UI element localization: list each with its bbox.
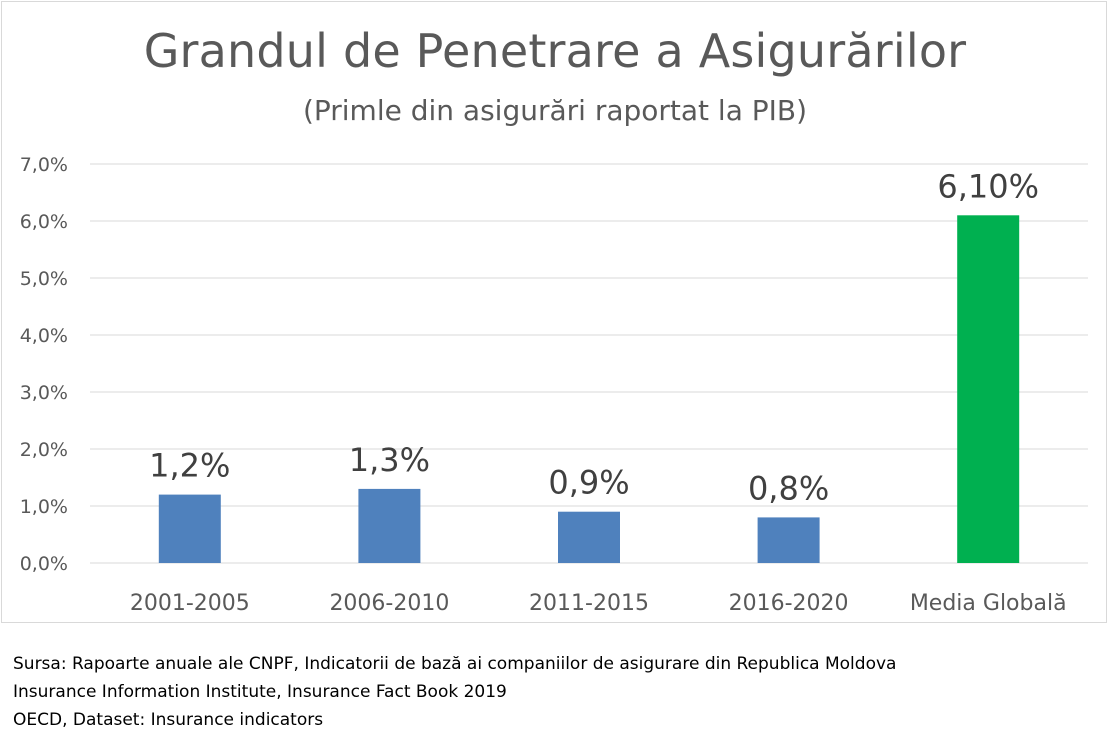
x-tick-label: Media Globală — [910, 591, 1067, 616]
bar — [957, 215, 1020, 564]
source-notes: Sursa: Rapoarte anuale ale CNPF, Indicat… — [13, 650, 896, 734]
y-tick-label: 4,0% — [20, 325, 68, 347]
x-tick-label: 2001-2005 — [130, 591, 250, 616]
source-line-1: Sursa: Rapoarte anuale ale CNPF, Indicat… — [13, 654, 897, 674]
x-tick-label: 2011-2015 — [529, 591, 649, 616]
bar — [558, 511, 620, 563]
chart-title: Grandul de Penetrare a Asigurărilor — [143, 24, 967, 78]
y-tick-label: 5,0% — [20, 268, 68, 290]
bar-chart-plot: 0,0% 1,0% 2,0% 3,0% 4,0% 5,0% 6,0% 7,0% 1,2% 2001… — [20, 154, 1088, 616]
source-line-3: OECD, Dataset: Insurance indicators — [13, 710, 324, 730]
bar — [757, 517, 820, 563]
chart-subtitle: (Primle din asigurări raportat la PIB) — [302, 94, 808, 127]
y-tick-label: 1,0% — [20, 496, 68, 518]
chart-area: Grandul de Penetrare a Asigurărilor (Pri… — [1, 1, 1107, 623]
y-tick-label: 2,0% — [20, 439, 68, 461]
data-label: 1,2% — [149, 447, 230, 485]
bar — [158, 494, 221, 563]
x-tick-label: 2016-2020 — [729, 591, 849, 616]
bar — [358, 488, 421, 563]
y-tick-label: 7,0% — [20, 154, 68, 176]
data-label: 1,3% — [349, 441, 430, 479]
y-tick-label: 6,0% — [20, 211, 68, 233]
x-tick-label: 2006-2010 — [329, 591, 449, 616]
y-tick-label: 3,0% — [20, 382, 68, 404]
data-label: 0,9% — [548, 464, 629, 502]
source-line-2: Insurance Information Institute, Insuran… — [13, 682, 507, 702]
y-tick-label: 0,0% — [20, 553, 68, 575]
data-label: 0,8% — [748, 469, 829, 507]
data-label: 6,10% — [937, 167, 1039, 205]
